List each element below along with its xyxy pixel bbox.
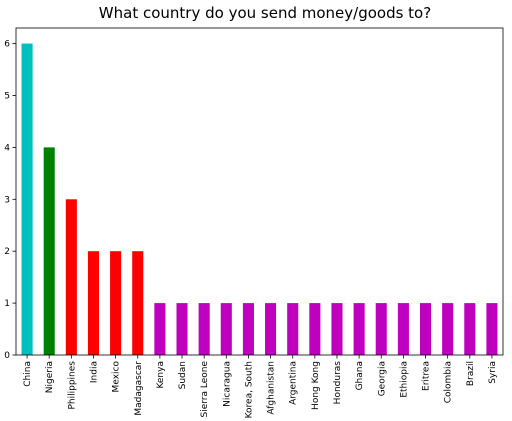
bar-nicaragua — [220, 303, 232, 355]
bar-mexico — [110, 251, 122, 355]
y-tick-label: 3 — [4, 195, 10, 205]
bar-china — [21, 43, 33, 355]
bar-kenya — [154, 303, 166, 355]
bar-sierra-leone — [198, 303, 210, 355]
plot-frame — [15, 27, 504, 356]
bar-eritrea — [419, 303, 432, 355]
x-tick-label: Sierra Leone — [200, 361, 210, 418]
x-tick-label: Hong Kong — [311, 361, 321, 410]
y-tick-label: 2 — [4, 247, 10, 257]
x-tick-label: Madagascar — [134, 361, 144, 416]
x-tick-label: Korea, South — [244, 361, 254, 418]
x-tick-label: Afghanistan — [267, 361, 277, 415]
x-tick-label: Philippines — [67, 361, 77, 410]
bar-georgia — [375, 303, 387, 355]
bar-honduras — [331, 303, 343, 355]
bar-ethiopia — [397, 303, 409, 355]
x-tick-label: Kenya — [156, 361, 166, 389]
x-tick-label: Colombia — [444, 361, 454, 403]
x-tick-label: Syria — [488, 361, 498, 384]
y-tick-label: 4 — [4, 143, 10, 153]
y-tick-label: 0 — [4, 351, 10, 361]
bar-syria — [486, 303, 498, 355]
bar-korea-south — [242, 303, 254, 355]
y-tick-label: 1 — [4, 299, 10, 309]
bar-afghanistan — [265, 303, 277, 355]
bars-group — [21, 43, 498, 355]
x-tick-label: Georgia — [377, 361, 387, 396]
bar-ghana — [353, 303, 365, 355]
x-tick-label: Eritrea — [422, 361, 432, 391]
y-axis: 0 1 2 3 4 5 6 — [4, 40, 16, 361]
x-tick-label: Nigeria — [45, 361, 55, 393]
x-tick-label: Argentina — [289, 361, 299, 405]
bar-nigeria — [43, 147, 55, 355]
x-tick-label: Sudan — [178, 361, 188, 389]
y-tick-label: 5 — [4, 91, 10, 101]
bar-hong-kong — [309, 303, 321, 355]
x-tick-label: Honduras — [333, 361, 343, 405]
chart-title: What country do you send money/goods to? — [99, 4, 431, 22]
bar-brazil — [464, 303, 476, 355]
y-tick-label: 6 — [4, 40, 10, 50]
x-tick-label: China — [23, 361, 33, 387]
x-tick-label: Mexico — [112, 361, 122, 393]
x-tick-label: Ghana — [355, 361, 365, 390]
x-tick-label: India — [89, 361, 99, 383]
bar-india — [87, 251, 100, 355]
x-tick-label: Brazil — [466, 361, 476, 386]
x-tick-label: Nicaragua — [222, 361, 232, 407]
x-tick-label: Ethiopia — [399, 361, 409, 398]
bar-madagascar — [132, 251, 144, 355]
bar-philippines — [65, 199, 77, 355]
x-axis: China Nigeria Philippines India Mexico Madaga… — [23, 355, 498, 418]
bar-colombia — [442, 303, 454, 355]
bar-argentina — [287, 303, 299, 355]
bar-sudan — [176, 303, 188, 355]
